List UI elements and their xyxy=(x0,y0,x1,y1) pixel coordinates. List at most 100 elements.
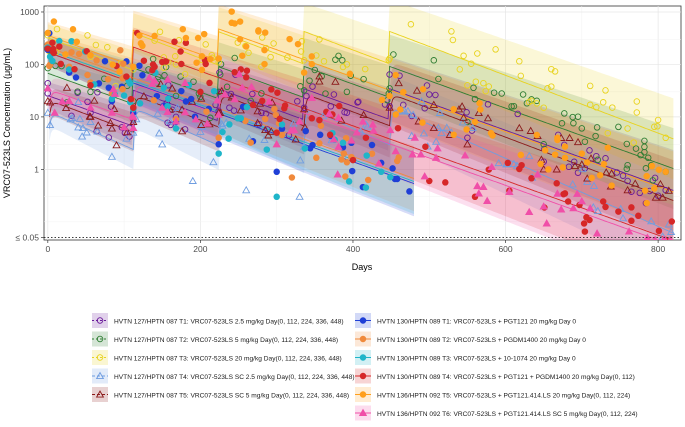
point-series-11 xyxy=(386,125,395,134)
point-series-6 xyxy=(406,188,413,195)
point-series-11 xyxy=(553,189,562,197)
point-series-2 xyxy=(632,145,640,152)
point-series-1 xyxy=(613,169,621,176)
point-series-5 xyxy=(656,179,665,188)
point-series-1 xyxy=(309,83,316,90)
point-series-6 xyxy=(368,141,376,149)
point-series-3 xyxy=(662,134,669,142)
point-series-9 xyxy=(422,143,429,150)
point-series-5 xyxy=(261,125,270,134)
point-series-11 xyxy=(230,94,239,103)
point-series-4 xyxy=(173,103,182,111)
point-series-4 xyxy=(419,129,429,137)
point-series-10 xyxy=(386,92,393,100)
point-series-10 xyxy=(300,69,308,76)
point-series-11 xyxy=(171,117,181,125)
point-series-8 xyxy=(215,150,222,157)
point-series-10 xyxy=(193,59,200,66)
point-series-11 xyxy=(119,122,129,131)
point-series-9 xyxy=(518,161,525,169)
point-series-4 xyxy=(593,206,602,215)
point-series-5 xyxy=(515,123,524,132)
point-series-3 xyxy=(482,87,489,95)
point-series-4 xyxy=(68,113,77,122)
point-series-4 xyxy=(434,123,443,131)
point-series-9 xyxy=(171,38,178,46)
point-series-3 xyxy=(654,123,661,130)
point-series-9 xyxy=(362,134,370,141)
point-series-3 xyxy=(533,100,541,107)
legend-item-1: HVTN 127/HPTN 087 T1: VRC07-523LS 2.5 mg… xyxy=(92,313,344,328)
point-series-5 xyxy=(577,160,586,168)
point-series-10 xyxy=(215,55,222,62)
point-series-4 xyxy=(435,108,445,116)
point-series-10 xyxy=(261,29,269,36)
point-series-1 xyxy=(68,112,75,120)
point-series-10 xyxy=(261,46,268,54)
point-series-11 xyxy=(525,207,534,216)
point-series-8 xyxy=(136,100,144,107)
point-series-1 xyxy=(426,91,433,98)
point-series-4 xyxy=(319,111,328,120)
point-series-10 xyxy=(541,147,549,154)
point-series-3 xyxy=(456,66,464,73)
point-series-9 xyxy=(335,102,343,110)
point-series-11 xyxy=(483,196,492,204)
point-series-3 xyxy=(320,58,328,65)
legend-key-marker xyxy=(96,335,104,343)
point-series-2 xyxy=(592,132,599,140)
point-series-3 xyxy=(517,72,525,80)
point-series-3 xyxy=(284,54,291,61)
point-series-11 xyxy=(110,89,120,97)
point-series-1 xyxy=(463,109,470,116)
point-series-6 xyxy=(139,71,146,79)
point-series-3 xyxy=(270,40,277,47)
x-tick-label: 200 xyxy=(193,244,207,254)
point-series-2 xyxy=(386,85,393,92)
point-series-8 xyxy=(278,121,286,128)
point-series-9 xyxy=(151,63,158,71)
point-series-10 xyxy=(588,174,595,182)
point-series-4 xyxy=(417,97,426,105)
point-series-11 xyxy=(235,69,244,78)
curve-series-11 xyxy=(48,85,674,240)
point-series-7 xyxy=(46,62,53,70)
point-series-9 xyxy=(57,60,65,68)
point-series-1 xyxy=(581,164,589,172)
point-series-2 xyxy=(498,90,505,97)
point-series-5 xyxy=(253,118,262,126)
point-series-7 xyxy=(393,157,401,165)
point-series-1 xyxy=(327,103,335,110)
point-series-5 xyxy=(565,133,574,141)
point-series-1 xyxy=(565,163,573,171)
point-series-7 xyxy=(68,48,75,56)
point-series-4 xyxy=(74,97,83,106)
point-series-11 xyxy=(307,93,316,101)
data-points xyxy=(44,8,676,240)
point-series-1 xyxy=(294,98,301,105)
point-series-11 xyxy=(542,219,551,227)
point-series-10 xyxy=(641,187,649,194)
point-series-9 xyxy=(602,203,609,211)
point-series-5 xyxy=(123,127,132,136)
point-series-3 xyxy=(602,87,609,94)
point-series-2 xyxy=(471,95,479,103)
point-series-2 xyxy=(87,88,94,96)
point-series-2 xyxy=(641,143,648,151)
point-series-2 xyxy=(343,88,351,96)
legend-key-marker xyxy=(95,371,105,380)
point-series-3 xyxy=(624,125,631,132)
point-series-5 xyxy=(267,127,276,135)
point-series-2 xyxy=(300,87,308,94)
legend-key-marker xyxy=(96,354,104,361)
point-series-8 xyxy=(377,168,385,176)
legend-label: HVTN 130/HPTN 089 T4: VRC07-523LS + PGT1… xyxy=(377,374,635,381)
point-series-2 xyxy=(510,102,518,110)
point-series-6 xyxy=(306,145,314,152)
point-series-6 xyxy=(187,95,195,103)
point-series-11 xyxy=(667,235,673,240)
point-series-3 xyxy=(525,98,533,106)
point-series-4 xyxy=(74,122,83,131)
point-series-9 xyxy=(123,73,130,80)
point-series-11 xyxy=(272,139,281,148)
